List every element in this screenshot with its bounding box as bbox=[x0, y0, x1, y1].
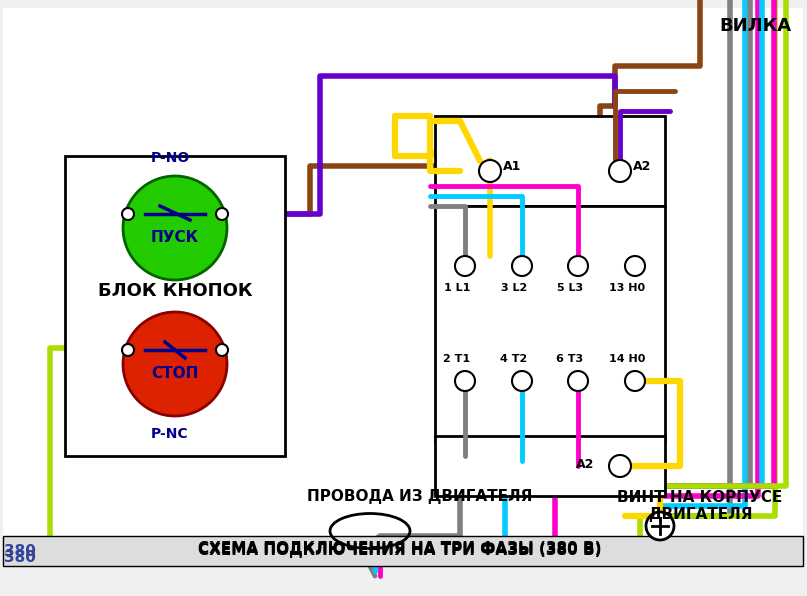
Text: 4 T2: 4 T2 bbox=[500, 354, 528, 364]
Circle shape bbox=[455, 256, 475, 276]
Text: P-NC: P-NC bbox=[151, 427, 189, 441]
Text: ПРОВОДА ИЗ ДВИГАТЕЛЯ: ПРОВОДА ИЗ ДВИГАТЕЛЯ bbox=[307, 489, 533, 504]
Circle shape bbox=[122, 344, 134, 356]
Text: A2: A2 bbox=[633, 160, 651, 173]
Circle shape bbox=[512, 371, 532, 391]
Circle shape bbox=[646, 512, 674, 540]
Text: 13 H0: 13 H0 bbox=[609, 283, 645, 293]
Text: СХЕМА ПОДКЛЮЧЕНИЯ НА ТРИ ФАЗЫ (380 В): СХЕМА ПОДКЛЮЧЕНИЯ НА ТРИ ФАЗЫ (380 В) bbox=[199, 541, 602, 555]
Text: 3 L2: 3 L2 bbox=[501, 283, 527, 293]
Text: A1: A1 bbox=[503, 160, 521, 173]
Text: 380: 380 bbox=[4, 551, 36, 566]
Text: 14 H0: 14 H0 bbox=[608, 354, 645, 364]
Circle shape bbox=[568, 371, 588, 391]
FancyBboxPatch shape bbox=[3, 536, 803, 566]
Text: СХЕМА ПОДКЛЮЧЕНИЯ НА ТРИ ФАЗЫ (380 В): СХЕМА ПОДКЛЮЧЕНИЯ НА ТРИ ФАЗЫ (380 В) bbox=[199, 544, 602, 558]
Text: P-NO: P-NO bbox=[150, 151, 190, 165]
FancyBboxPatch shape bbox=[435, 206, 665, 441]
Text: 6 T3: 6 T3 bbox=[557, 354, 583, 364]
Text: СТОП: СТОП bbox=[152, 367, 199, 381]
FancyBboxPatch shape bbox=[3, 8, 803, 566]
FancyBboxPatch shape bbox=[435, 116, 665, 206]
Text: 2 T1: 2 T1 bbox=[443, 354, 470, 364]
FancyBboxPatch shape bbox=[65, 156, 285, 456]
Circle shape bbox=[123, 312, 227, 416]
Circle shape bbox=[609, 160, 631, 182]
Circle shape bbox=[625, 371, 645, 391]
Text: A2: A2 bbox=[576, 458, 594, 470]
Text: 1 L1: 1 L1 bbox=[444, 283, 470, 293]
Circle shape bbox=[455, 371, 475, 391]
Circle shape bbox=[216, 208, 228, 220]
Text: 5 L3: 5 L3 bbox=[557, 283, 583, 293]
Circle shape bbox=[609, 455, 631, 477]
Text: 380: 380 bbox=[4, 544, 36, 558]
Text: ВИЛКА: ВИЛКА bbox=[719, 17, 791, 35]
Text: ПУСК: ПУСК bbox=[151, 231, 199, 246]
Circle shape bbox=[479, 160, 501, 182]
Circle shape bbox=[216, 344, 228, 356]
Circle shape bbox=[568, 256, 588, 276]
Circle shape bbox=[122, 208, 134, 220]
Text: ВИНТ НА КОРПУСЕ
ДВИГАТЕЛЯ: ВИНТ НА КОРПУСЕ ДВИГАТЕЛЯ bbox=[617, 490, 783, 522]
Circle shape bbox=[123, 176, 227, 280]
Circle shape bbox=[625, 256, 645, 276]
FancyBboxPatch shape bbox=[435, 436, 665, 496]
Text: БЛОК КНОПОК: БЛОК КНОПОК bbox=[98, 282, 253, 300]
Circle shape bbox=[512, 256, 532, 276]
